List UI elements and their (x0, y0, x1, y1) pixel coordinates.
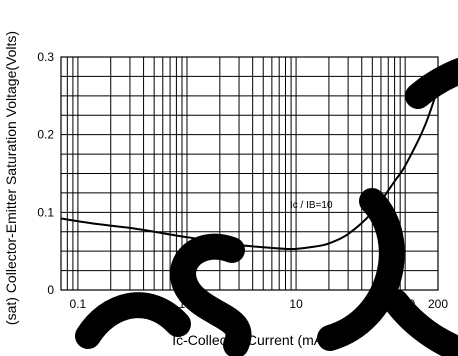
x-tick-label: 100 (395, 297, 415, 311)
chart-grid (61, 57, 438, 290)
series-line (60, 87, 439, 251)
x-tick-label: 0.1 (70, 297, 87, 311)
plot-frame (60, 56, 439, 291)
x-tick-label: 200 (428, 297, 448, 311)
x-tick-labels: 0.1 1.0 10 100 200 (70, 297, 449, 311)
series-group (60, 87, 439, 251)
x-axis-label: Ic-Collector Current (mA) (172, 332, 328, 348)
x-tick-label: 10 (289, 297, 303, 311)
y-tick-label: 0.2 (37, 128, 54, 142)
y-tick-label: 0 (47, 283, 54, 297)
y-tick-labels: 0 0.1 0.2 0.3 (37, 50, 54, 297)
y-axis-label: (sat) Collector-Emitter Saturation Volta… (3, 31, 19, 325)
y-tick-label: 0.3 (37, 50, 54, 64)
chart-annotation: Ic / IB=10 (290, 200, 333, 211)
y-tick-label: 0.1 (37, 205, 54, 219)
x-tick-label: 1.0 (179, 297, 196, 311)
